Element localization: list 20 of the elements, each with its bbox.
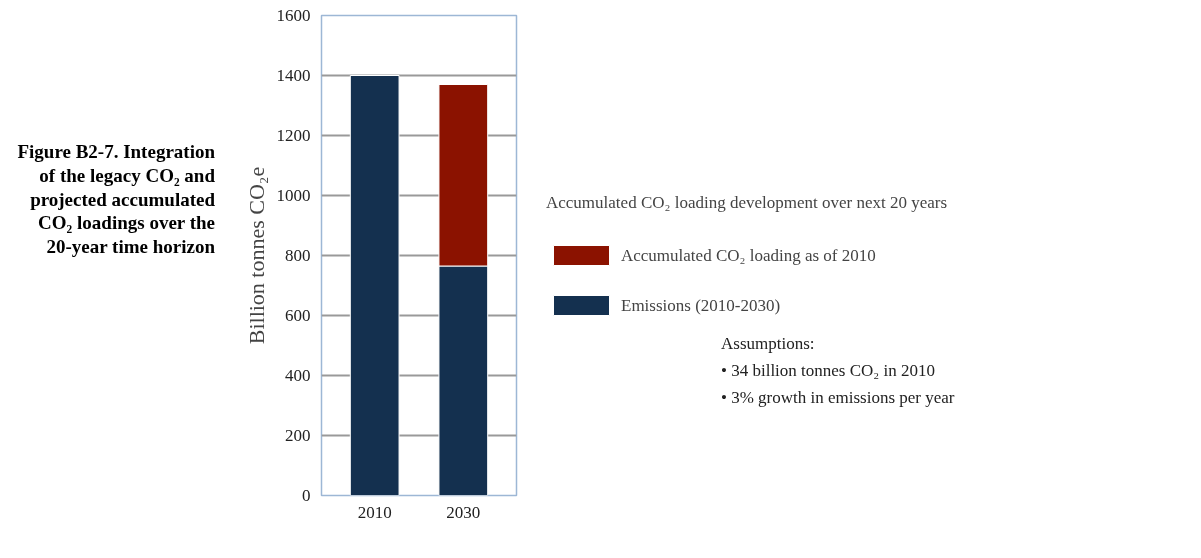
x-tick-label: 2010 [357,502,392,522]
y-tick-label: 1400 [276,66,311,85]
x-tick-label: 2030 [446,502,481,522]
y-tick-label: 1200 [276,126,311,145]
text: • 3% growth in emissions per year [721,387,955,410]
legend-title: Accumulated CO₂ loading development over next 20 years [546,192,948,213]
text: • 34 billion tonnes CO₂ in 2010 [721,360,936,383]
y-tick-label: 1000 [276,186,311,205]
y-tick-label: 800 [285,246,311,265]
y-tick-label: 0 [302,486,311,505]
bar [349,75,400,496]
y-tick-label: 200 [285,426,311,445]
y-tick-label: 400 [285,366,311,385]
y-tick-label: 1600 [276,6,311,25]
text: Assumptions: [721,333,816,355]
legend-label: Emissions (2010-2030) [621,295,781,315]
y-tick-label: 600 [285,306,311,325]
y-axis-title: Billion tonnes CO₂e [243,166,269,345]
legend-label: Accumulated CO₂ loading as of 2010 [621,245,876,265]
text: Figure B2-7. Integration of the legacy CO₂ and projected accumulated CO₂ loadings over the 20-year time horizon [16,140,215,259]
